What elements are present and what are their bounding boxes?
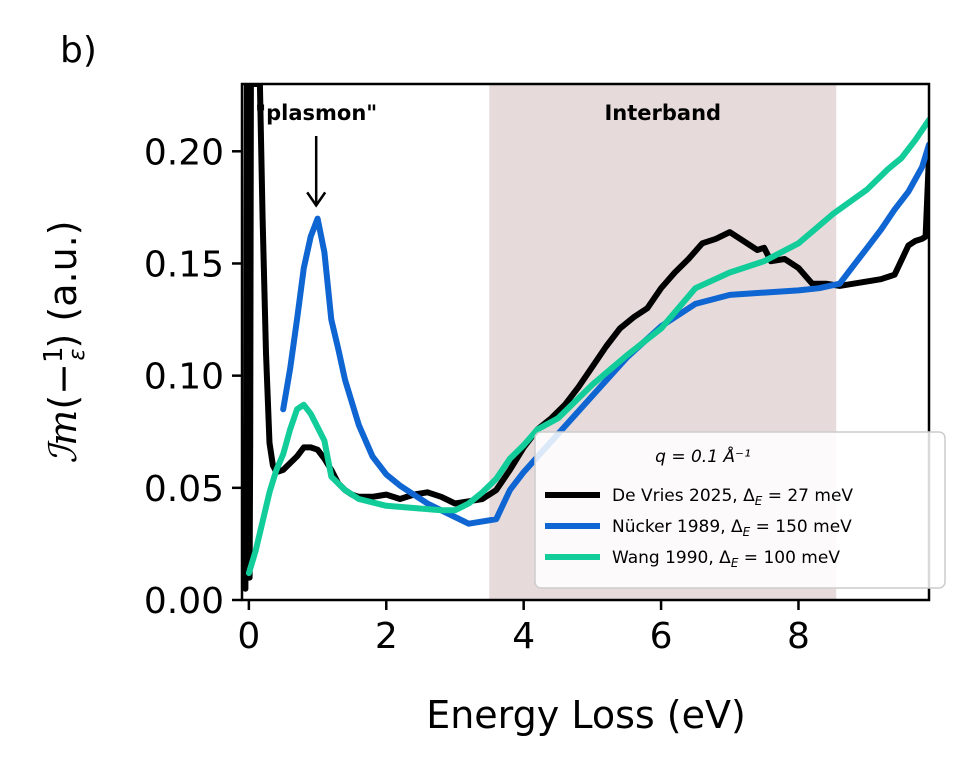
plasmon-arrow-head [306,191,327,208]
x-axis-title: Energy Loss (eV) [426,693,746,737]
interband-label: Interband [604,101,721,125]
svg-text:ℐm(−1ε) (a.u.): ℐm(−1ε) (a.u.) [39,220,90,463]
x-tick-label: 8 [787,616,810,657]
y-tick-label: 0.05 [144,469,224,510]
y-tick-label: 0.20 [144,132,224,173]
legend-title: q = 0.1 Å⁻¹ [655,445,751,467]
legend: q = 0.1 Å⁻¹ De Vries 2025, ΔE = 27 meV Nü… [534,431,946,589]
series-line-2 [245,116,929,577]
x-tick-label: 6 [650,616,673,657]
y-tick-label: 0.10 [144,357,224,398]
x-tick-label: 4 [512,616,535,657]
x-tick-label: 2 [375,616,398,657]
y-axis-title: ℐm(−1ε) (a.u.) [39,220,90,463]
y-tick-label: 0.00 [144,581,224,622]
legend-label-1: Nücker 1989, ΔE = 150 meV [612,517,852,539]
series-line-1 [280,141,929,527]
series-line-0 [242,84,929,592]
legend-label-2: Wang 1990, ΔE = 100 meV [612,548,840,570]
plasmon-annotation: "plasmon" [255,101,377,125]
panel-label: b) [60,30,97,71]
y-tick-label: 0.15 [144,244,224,285]
plot-frame [240,82,931,602]
legend-label-0: De Vries 2025, ΔE = 27 meV [612,486,853,508]
x-tick-label: 0 [237,616,260,657]
